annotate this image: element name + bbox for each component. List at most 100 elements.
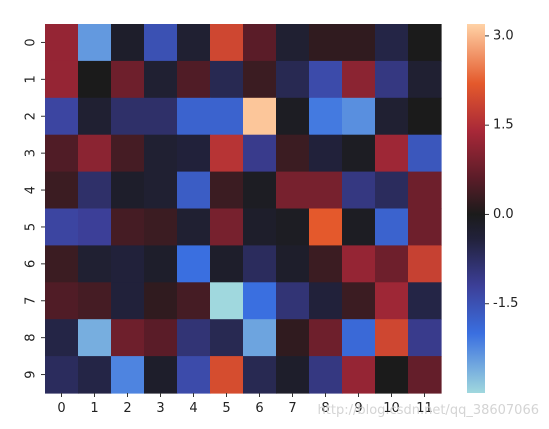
heatmap-cell-r6-c8 xyxy=(309,245,343,283)
heatmap-cell-r8-c0 xyxy=(45,319,79,357)
heatmap-cell-r2-c4 xyxy=(177,97,211,136)
y-tick-label: 3 xyxy=(24,149,39,157)
y-tick-label: 7 xyxy=(24,297,39,305)
heatmap-cell-r8-c3 xyxy=(144,319,178,357)
y-tick-label: 8 xyxy=(24,334,39,342)
heatmap-cell-r1-c8 xyxy=(309,60,343,99)
heatmap-cell-r2-c3 xyxy=(144,97,178,136)
heatmap-cell-r5-c11 xyxy=(408,208,442,246)
heatmap-cell-r5-c6 xyxy=(243,208,277,246)
heatmap-cell-r5-c8 xyxy=(309,208,343,246)
x-tick-label: 3 xyxy=(156,401,164,416)
y-tick-label: 1 xyxy=(24,75,39,83)
heatmap-cell-r3-c10 xyxy=(375,134,409,173)
heatmap-cell-r2-c7 xyxy=(276,97,310,136)
heatmap-cell-r6-c4 xyxy=(177,245,211,283)
heatmap-cell-r7-c6 xyxy=(243,282,277,320)
heatmap-cell-r8-c6 xyxy=(243,319,277,357)
heatmap-cell-r7-c5 xyxy=(210,282,244,320)
heatmap-cell-r9-c10 xyxy=(375,356,409,394)
heatmap-cell-r2-c6 xyxy=(243,97,277,136)
heatmap-cell-r3-c11 xyxy=(408,134,442,173)
heatmap-cell-r8-c8 xyxy=(309,319,343,357)
heatmap-cell-r3-c1 xyxy=(78,134,112,173)
heatmap-cell-r0-c1 xyxy=(78,24,112,62)
heatmap-cell-r5-c1 xyxy=(78,208,112,246)
heatmap-cell-r0-c0 xyxy=(45,24,79,62)
colorbar-tick-label: -1.5 xyxy=(493,296,518,311)
x-tick-label: 6 xyxy=(255,401,263,416)
heatmap-cell-r4-c10 xyxy=(375,171,409,210)
colorbar xyxy=(467,24,485,393)
heatmap-cell-r6-c10 xyxy=(375,245,409,283)
heatmap-cell-r9-c6 xyxy=(243,356,277,394)
heatmap-cell-r9-c3 xyxy=(144,356,178,394)
x-axis-ticks: 0 1 2 3 4 5 6 7 8 9 10 11 xyxy=(57,393,433,416)
heatmap-cell-r9-c9 xyxy=(342,356,376,394)
heatmap-cell-r7-c8 xyxy=(309,282,343,320)
y-tick-label: 9 xyxy=(24,370,39,378)
y-axis-ticks: 0 1 2 3 4 5 6 7 8 9 xyxy=(24,38,45,379)
heatmap-cell-r8-c1 xyxy=(78,319,112,357)
heatmap-cell-r0-c10 xyxy=(375,24,409,62)
heatmap-cell-r4-c1 xyxy=(78,171,112,210)
heatmap-cell-r4-c11 xyxy=(408,171,442,210)
y-tick-label: 2 xyxy=(24,112,39,120)
heatmap-cell-r9-c8 xyxy=(309,356,343,394)
heatmap-cell-r1-c2 xyxy=(111,60,145,99)
heatmap-cell-r7-c1 xyxy=(78,282,112,320)
heatmap-cell-r1-c10 xyxy=(375,60,409,99)
y-tick-label: 5 xyxy=(24,223,39,231)
x-tick-label: 1 xyxy=(90,401,98,416)
heatmap-cell-r7-c7 xyxy=(276,282,310,320)
heatmap-cell-r7-c4 xyxy=(177,282,211,320)
heatmap-cell-r0-c5 xyxy=(210,24,244,62)
colorbar-ticks: -1.5 0.0 1.5 3.0 xyxy=(485,28,518,311)
heatmap-cell-r3-c3 xyxy=(144,134,178,173)
colorbar-tick-label: 0.0 xyxy=(493,207,514,222)
heatmap-cell-r8-c11 xyxy=(408,319,442,357)
heatmap-cell-r6-c2 xyxy=(111,245,145,283)
heatmap-cell-r5-c2 xyxy=(111,208,145,246)
heatmap-cell-r7-c10 xyxy=(375,282,409,320)
colorbar-tick-label: 3.0 xyxy=(493,28,514,43)
heatmap-cell-r6-c1 xyxy=(78,245,112,283)
heatmap-cell-r5-c4 xyxy=(177,208,211,246)
heatmap-cell-r3-c5 xyxy=(210,134,244,173)
heatmap-cell-r8-c4 xyxy=(177,319,211,357)
heatmap-cell-r2-c2 xyxy=(111,97,145,136)
heatmap-cell-r8-c7 xyxy=(276,319,310,357)
heatmap-cell-r7-c2 xyxy=(111,282,145,320)
heatmap-cell-r3-c0 xyxy=(45,134,79,173)
heatmap-cell-r4-c2 xyxy=(111,171,145,210)
heatmap-cell-r5-c9 xyxy=(342,208,376,246)
heatmap-cell-r7-c11 xyxy=(408,282,442,320)
x-tick-label: 2 xyxy=(123,401,131,416)
heatmap-cell-r1-c1 xyxy=(78,60,112,99)
x-tick-label: 7 xyxy=(288,401,296,416)
heatmap-cell-r7-c9 xyxy=(342,282,376,320)
heatmap-cell-r4-c7 xyxy=(276,171,310,210)
heatmap-cell-r8-c10 xyxy=(375,319,409,357)
heatmap-cell-r5-c7 xyxy=(276,208,310,246)
heatmap-cell-r5-c0 xyxy=(45,208,79,246)
heatmap-cell-r0-c9 xyxy=(342,24,376,62)
heatmap-cell-r1-c5 xyxy=(210,60,244,99)
heatmap-cell-r9-c0 xyxy=(45,356,79,394)
heatmap-cell-r7-c3 xyxy=(144,282,178,320)
heatmap-cell-r5-c3 xyxy=(144,208,178,246)
heatmap-cell-r0-c8 xyxy=(309,24,343,62)
y-tick-label: 6 xyxy=(24,260,39,268)
heatmap-cell-r2-c11 xyxy=(408,97,442,136)
heatmap-cell-r1-c7 xyxy=(276,60,310,99)
heatmap-cell-r6-c9 xyxy=(342,245,376,283)
heatmap-cell-r0-c4 xyxy=(177,24,211,62)
colorbar-tick-label: 1.5 xyxy=(493,118,514,133)
y-tick-label: 4 xyxy=(24,186,39,194)
heatmap-cell-r1-c3 xyxy=(144,60,178,99)
x-tick-label: 4 xyxy=(189,401,197,416)
heatmap-cell-r0-c11 xyxy=(408,24,442,62)
heatmap-cell-r1-c6 xyxy=(243,60,277,99)
heatmap-cell-r2-c1 xyxy=(78,97,112,136)
